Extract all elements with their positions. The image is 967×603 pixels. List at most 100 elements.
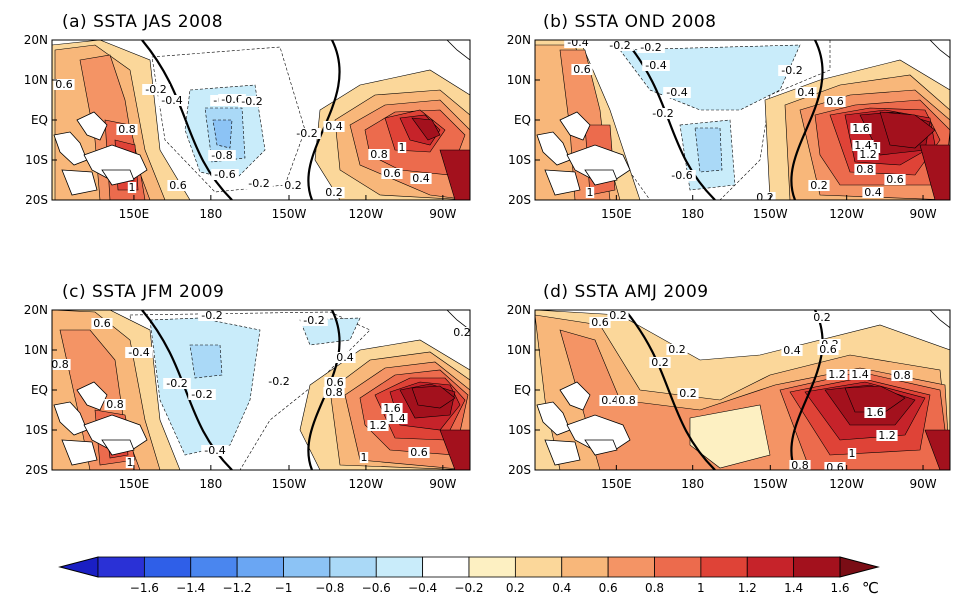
panel-d-contour-label: 1.6 [866,406,884,419]
panel-d-contour-label: 0.8 [618,394,636,407]
panel-b: (b) SSTA OND 2008 -0.2-0.40.6 -0.4 -0.2-0.… [507,12,951,221]
panel-b-contour-label-bg [857,149,879,160]
panel-c-contour-label: 1.2 [369,419,387,432]
panel-b-contour-label-bg [564,40,592,48]
panel-a-contour-label-bg [238,96,266,107]
panel-d-zero-contour-line [624,310,716,470]
panel-d-contour-label: 0.6 [819,343,837,356]
panel-a-contour-label-bg [368,149,390,160]
panel-c-lon-label: 150E [119,477,150,491]
panel-b-contour-label-bg [854,164,876,175]
panel-d-land-mass [929,310,950,329]
panel-b-contour-label: -0.2 [609,39,630,52]
colorbar-swatch [746,556,795,578]
colorbar-unit: ℃ [862,579,879,597]
panel-d-contour-label-bg [824,462,846,470]
colorbar-swatch [561,556,609,578]
colorbar-swatch [375,556,424,578]
panel-a-land-mass [83,144,148,181]
panel-d-contour-label-bg [589,317,611,328]
panel-a-contour-label: -0.2 [296,127,317,140]
colorbar-tick-label: 1.6 [830,581,849,595]
panel-d-contour-label-bg [849,369,871,380]
panel-d-land [536,310,950,466]
panel-c-contour-label-bg [323,387,345,398]
panel-c-contour-label: 0.8 [106,398,124,411]
panel-d-contour-label: 0.4 [783,344,801,357]
panel-c-lat-label: 20N [24,303,48,317]
panel-d-contour-label-bg [826,369,848,380]
panel-a-land-mass [76,111,108,141]
panel-d-contour-label: 1 [849,447,856,460]
panel-b-contour-label-bg [637,42,665,53]
panel-a-contour-label-bg [397,142,407,153]
panel-a-contour-label-bg [245,178,273,189]
panel-c-contour-label: 0.6 [410,446,428,459]
panel-d-contour-label-bg [811,312,833,323]
colorbar-low-arrow [58,556,99,578]
panel-b-contour-label: -0.4 [645,59,666,72]
panel-c-lat-label: 20S [25,463,48,477]
panel-a-contour-label-bg [116,124,138,135]
panel-a-contour-label: 0.6 [169,179,187,192]
panel-d-contour-label: 0.2 [609,309,627,322]
panel-d-anomaly-region [924,429,950,470]
panel-b-contour-label: -0.2 [640,41,661,54]
panel-c-contour-label-bg [334,352,356,363]
panel-c-contour-label: 0.6 [93,317,111,330]
panel-a-contour-label: -0.2 [145,83,166,96]
panel-b-contour-label-bg [663,87,691,98]
panel-d-contour-label-bg [817,344,839,355]
panel-c-contour-label-bg [265,376,293,387]
panel-b-land-mass [566,144,631,181]
panel-d-contour-label: 1.2 [828,368,846,381]
panel-a: (a) SSTA JAS 2008 0.60.810.6-0.2-0.2-0.4… [24,12,471,221]
panel-b-zero-contour-line [624,40,716,200]
colorbar-swatch [190,556,238,578]
panel-b-contour-label-bg [871,142,881,153]
panel-a-contour-label-bg [158,95,186,106]
panel-a-lon-label: 120W [349,207,384,221]
panel-b-axes: 20N 10N EQ 10S 20S 150E 180 150W 120W 90W [507,33,937,221]
panel-b-contour-label: 0.2 [756,191,774,204]
colorbar-swatch [468,556,516,578]
panel-c-land-mass [101,439,135,456]
panel-c-lat-label: 10S [25,423,48,437]
panel-d-contour-label-bg [649,357,671,368]
panel-b-contour-label: 1.4 [854,139,872,152]
panel-a-axes: 20N 10N EQ 10S 20S 150E 180 150W 120W 90W [24,33,457,221]
panel-d: (d) SSTA AMJ 2009 0.20.60.20.20.20.20.20… [507,282,951,491]
colorbar-swatch [283,556,331,578]
panel-d-contour-label-bg [781,345,803,356]
panel-b-anomaly-region [694,127,723,173]
panel-b-contour-label-bg [808,180,830,191]
colorbar-tick-label: 1.2 [738,581,757,595]
panel-b-contour-label: 0.8 [856,163,874,176]
panel-a-contour-label-bg [142,84,170,95]
panel-b-contour-label-bg [795,87,817,98]
panel-d-land-mass [544,439,581,466]
colorbar-tick-label: −0.4 [408,581,437,595]
colorbar-swatch [654,556,702,578]
panel-b-anomaly-region [879,111,936,149]
panel-b-contour-label: 0.4 [797,86,815,99]
panel-b-lat-label: 10N [507,73,531,87]
panel-a-contour-label: 0.6 [55,78,73,91]
panel-d-contour-label: 1.2 [878,429,896,442]
panel-d-lon-label: 180 [681,477,704,491]
colorbar-high-arrow [839,556,880,578]
panel-d-contour-label-bg [677,388,699,399]
colorbar-swatch [514,556,563,578]
panel-b-lat-label: 10S [508,153,531,167]
colorbar: −1.6 −1.4 −1.2 −1 −0.8 −0.6 −0.4 −0.2 0.2 0.4 0.6 0… [58,556,880,597]
panel-a-contour-label: -0.6 [221,93,242,106]
panel-a-contour-label: 1 [399,141,406,154]
panel-b-contour-label: 0.4 [864,186,882,199]
panel-b-land-mass [929,40,950,59]
panel-a-contour-label: 0.4 [412,172,430,185]
panel-d-contour-label: 0.2 [668,343,686,356]
panel-c-title: (c) SSTA JFM 2009 [62,282,224,302]
panel-c-contour-label-bg [188,389,216,400]
panel-c-land-mass [61,439,98,466]
